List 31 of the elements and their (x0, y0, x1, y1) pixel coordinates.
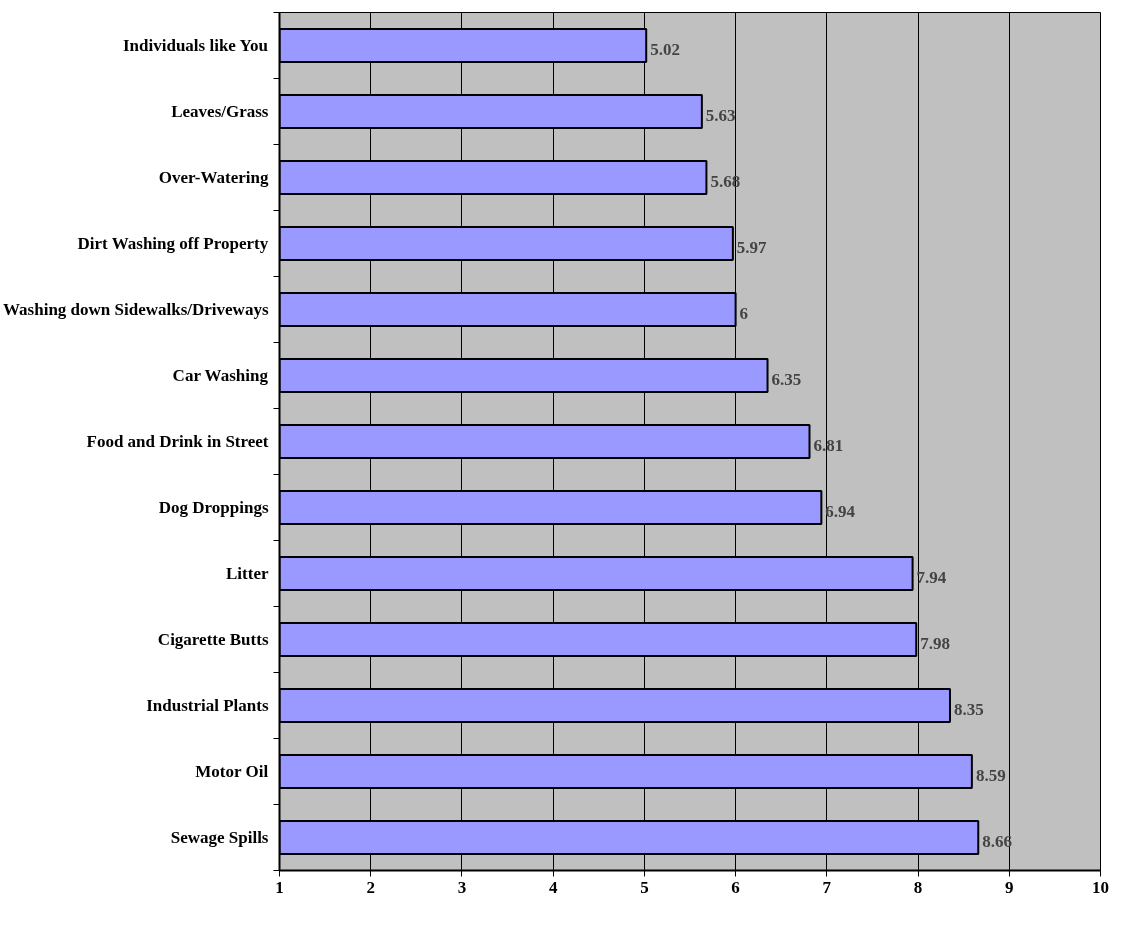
y-tick-label: Industrial Plants (146, 696, 269, 715)
y-tick-label: Cigarette Butts (157, 630, 269, 649)
data-label: 5.63 (705, 105, 736, 125)
y-tick-label: Individuals like You (122, 36, 268, 55)
y-tick-label: Washing down Sidewalks/Driveways (3, 300, 269, 319)
data-label: 7.98 (920, 633, 950, 653)
x-tick-label: 4 (548, 877, 558, 897)
y-tick-label: Motor Oil (195, 762, 269, 781)
y-tick-label: Leaves/Grass (171, 102, 269, 121)
data-label: 5.02 (650, 39, 680, 59)
y-tick-label: Dirt Washing off Property (77, 234, 269, 253)
x-tick-label: 10 (1092, 877, 1109, 897)
x-tick-label: 3 (457, 877, 467, 897)
x-tick-label: 6 (731, 877, 740, 897)
y-tick-label: Dog Droppings (158, 498, 269, 517)
x-tick-label: 7 (822, 877, 832, 897)
y-tick-label: Sewage Spills (170, 828, 269, 847)
x-tick-label: 8 (913, 877, 923, 897)
data-label: 6.35 (771, 369, 802, 389)
data-label: 6 (739, 303, 749, 323)
x-tick-label: 9 (1005, 877, 1014, 897)
x-tick-label: 2 (366, 877, 375, 897)
y-tick-label: Litter (226, 564, 269, 583)
x-tick-label: 5 (640, 877, 649, 897)
y-tick-label: Food and Drink in Street (86, 432, 269, 451)
data-label: 5.97 (736, 237, 768, 257)
data-label: 8.59 (975, 765, 1006, 785)
x-tick-label: 1 (275, 877, 284, 897)
y-tick-label: Car Washing (172, 366, 269, 385)
y-tick-label: Over-Watering (158, 168, 269, 187)
data-label: 8.35 (953, 699, 984, 719)
